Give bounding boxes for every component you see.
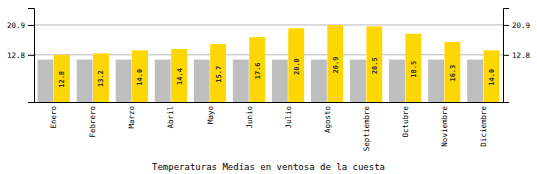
bar — [428, 60, 444, 102]
tick: Octubre — [401, 106, 410, 138]
x-axis: Enero Febrero Marzo Abril Mayo Junio Julio Agos… — [35, 103, 504, 152]
data-label: 15.7 — [215, 66, 223, 83]
tick-mark — [503, 55, 509, 56]
bar — [272, 60, 288, 102]
bar — [389, 60, 405, 102]
grid-line — [34, 24, 503, 25]
bars — [38, 25, 500, 102]
data-label: 18.5 — [410, 61, 418, 78]
data-label: 17.6 — [254, 62, 262, 79]
data-label: 16.3 — [449, 65, 457, 82]
data-label: 20.0 — [293, 58, 301, 75]
bar — [311, 60, 327, 102]
data-label: 20.9 — [332, 57, 340, 74]
tick: Abril — [166, 106, 175, 129]
tick-label: Abril — [166, 106, 175, 129]
bar — [155, 60, 171, 102]
y-axis-left: 12.8 20.9 — [7, 9, 35, 103]
tick-mark — [28, 55, 34, 56]
bar — [350, 60, 366, 102]
tick-label: Marzo — [127, 106, 136, 129]
data-label: 20.5 — [371, 57, 379, 74]
tick: Junio — [245, 106, 254, 129]
bar — [54, 55, 70, 102]
tick: Septiembre — [362, 106, 371, 152]
tick-label: Febrero — [88, 106, 97, 138]
bar — [467, 60, 483, 102]
tick-label: Noviembre — [440, 106, 449, 147]
tick: 12.8 — [503, 51, 531, 60]
data-label: 12.8 — [58, 71, 66, 88]
data-label: 14.4 — [175, 68, 183, 85]
tick-mark — [28, 25, 34, 26]
chart: 12.8 13.2 14.0 14.4 15.7 17.6 20.0 20.9 20.5 18.5… — [0, 0, 537, 174]
tick-label: 20.9 — [512, 21, 530, 30]
bar — [405, 34, 421, 102]
tick-label: 20.9 — [7, 21, 25, 30]
data-label: 14.0 — [136, 69, 144, 86]
bar — [194, 60, 210, 102]
tick: Agosto — [323, 106, 332, 134]
tick-label: Octubre — [401, 106, 410, 138]
tick-label: Diciembre — [479, 106, 488, 147]
tick: Mayo — [206, 106, 215, 125]
bar — [171, 49, 187, 102]
tick-label: Agosto — [323, 106, 332, 134]
axis-line — [504, 9, 510, 103]
tick: 20.9 — [7, 21, 34, 30]
tick: 12.8 — [7, 51, 34, 60]
data-label: 13.2 — [97, 70, 105, 87]
axis-line — [28, 9, 35, 103]
tick-label: Enero — [49, 106, 58, 129]
bar — [77, 60, 93, 102]
bar — [38, 60, 54, 102]
tick-label: Julio — [284, 106, 293, 129]
bar — [327, 25, 343, 102]
tick-label: 12.8 — [512, 51, 531, 60]
grid — [34, 25, 503, 55]
tick-label: Septiembre — [362, 106, 371, 152]
bar — [116, 60, 132, 102]
bar — [484, 50, 500, 102]
bar-series — [54, 25, 499, 102]
tick-label: Junio — [245, 106, 254, 129]
bar — [288, 28, 304, 102]
title: Temperaturas Medias en ventosa de la cue… — [152, 162, 385, 172]
bar — [366, 26, 382, 102]
y-axis-right: 12.8 20.9 — [503, 9, 531, 103]
tick: Enero — [49, 106, 58, 129]
bar — [210, 44, 226, 102]
data-label: 14.0 — [488, 69, 496, 86]
tick: Diciembre — [479, 106, 488, 147]
data-labels: 12.8 13.2 14.0 14.4 15.7 17.6 20.0 20.9 20.5 18.5… — [58, 57, 496, 88]
tick-mark — [503, 25, 509, 26]
axis-line — [35, 102, 504, 103]
tick-label: Mayo — [206, 106, 215, 125]
bar — [444, 42, 460, 102]
tick: Noviembre — [440, 106, 449, 147]
bar — [233, 60, 249, 102]
tick: Julio — [284, 106, 293, 129]
bar — [132, 50, 148, 102]
tick: 20.9 — [503, 21, 530, 30]
tick: Marzo — [127, 106, 136, 129]
tick: Febrero — [88, 106, 97, 138]
tick-label: 12.8 — [7, 51, 26, 60]
bar — [249, 37, 265, 102]
bar — [93, 53, 109, 102]
